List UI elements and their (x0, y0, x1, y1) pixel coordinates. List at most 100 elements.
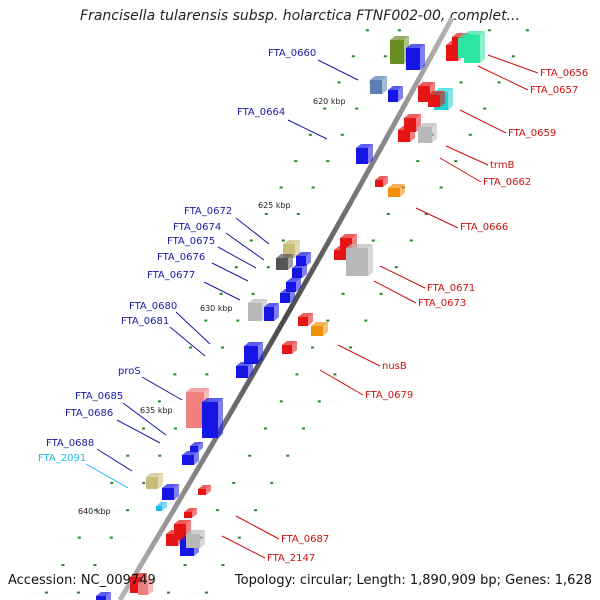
gene-label[interactable]: FTA_0660 (268, 48, 316, 59)
tick-dot (340, 133, 344, 136)
gene-label[interactable]: nusB (382, 361, 407, 372)
leader-line (319, 369, 364, 396)
gene-label[interactable]: FTA_0657 (530, 85, 578, 96)
leader-line (415, 207, 459, 229)
gene-label[interactable]: trmB (490, 160, 515, 171)
gene-label[interactable]: FTA_0672 (184, 206, 232, 217)
tick-dot (279, 186, 283, 189)
gene-label[interactable]: FTA_0666 (460, 222, 508, 233)
tick-dot (45, 591, 48, 594)
gene-block (296, 256, 306, 266)
gene-block-top (248, 299, 267, 303)
gene-block-side (410, 126, 415, 142)
gene-block-side (440, 91, 445, 107)
gene-block-top (162, 484, 179, 488)
tick-dot (219, 292, 223, 295)
leader-line (287, 119, 328, 140)
gene-block (388, 188, 400, 197)
gene-block (198, 489, 206, 495)
gene-block (156, 506, 162, 511)
gene-label[interactable]: FTA_0680 (129, 301, 177, 312)
gene-label[interactable]: FTA_0656 (540, 68, 588, 79)
gene-block-top (356, 144, 373, 148)
gene-block (446, 45, 458, 61)
tick-dot (94, 509, 98, 512)
gene-label[interactable]: FTA_0675 (167, 236, 215, 247)
leader-line (217, 246, 257, 269)
tick-dot (216, 509, 220, 512)
gene-block (244, 346, 258, 364)
gene-block (96, 596, 106, 600)
tick-dot (205, 591, 208, 594)
gene-block-side (382, 76, 387, 94)
genome-backbone (117, 16, 455, 600)
gene-block (184, 512, 192, 518)
gene-block (346, 248, 368, 276)
tick-dot (439, 186, 443, 189)
tick-dot (326, 160, 330, 163)
tick-dot (281, 239, 285, 242)
gene-block-top (174, 520, 191, 524)
gene-block (398, 130, 410, 142)
kbp-label-620: 620 kbp (313, 97, 346, 106)
gene-block-side (162, 502, 167, 511)
gene-block-side (192, 508, 197, 518)
gene-block-side (306, 252, 311, 266)
gene-block-top (182, 451, 199, 455)
gene-block (202, 402, 218, 438)
gene-block (370, 80, 382, 94)
gene-label[interactable]: FTA_0659 (508, 128, 556, 139)
gene-label[interactable]: FTA_0681 (121, 316, 169, 327)
tick-dot (232, 481, 236, 484)
gene-label[interactable]: FTA_0677 (147, 270, 195, 281)
topology-text: Topology: circular; Length: 1,890,909 bp… (234, 573, 592, 588)
gene-block-top (276, 254, 293, 258)
tick-dot (286, 454, 290, 457)
tick-dot (221, 564, 225, 567)
gene-features (96, 31, 485, 600)
gene-block-top (398, 126, 415, 130)
tick-dot (264, 427, 267, 430)
gene-block-side (288, 254, 293, 270)
leader-line (221, 535, 266, 559)
gene-label[interactable]: FTA_0686 (65, 408, 113, 419)
tick-dot (459, 81, 463, 84)
gene-block (311, 326, 323, 336)
gene-label[interactable]: proS (118, 366, 141, 377)
tick-dot (487, 29, 491, 32)
gene-label[interactable]: FTA_2147 (267, 553, 315, 564)
kbp-label-630: 630 kbp (200, 304, 233, 313)
leader-line (225, 232, 265, 261)
gene-block-side (174, 484, 179, 500)
gene-block-side (218, 398, 223, 438)
leader-line (379, 265, 426, 289)
tick-dot (174, 427, 177, 430)
tick-dots (45, 29, 529, 594)
gene-label[interactable]: FTA_0673 (418, 298, 466, 309)
gene-label[interactable]: FTA_0664 (237, 107, 285, 118)
gene-label[interactable]: FTA_0679 (365, 390, 413, 401)
tick-dot (221, 346, 224, 349)
gene-label[interactable]: FTA_0662 (483, 177, 531, 188)
leader-line (235, 515, 280, 540)
leader-line (317, 59, 359, 81)
tick-dot (158, 454, 162, 457)
tick-dot (205, 373, 209, 376)
tick-dot (337, 81, 341, 84)
gene-label[interactable]: FTA_0674 (173, 222, 221, 233)
gene-label[interactable]: FTA_0676 (157, 252, 205, 263)
leader-line (175, 311, 211, 345)
left-gene-labels: FTA_0660 FTA_0664 FTA_0672 FTA_0674 FTA_… (38, 48, 316, 464)
tick-dot (266, 266, 270, 269)
gene-block (298, 317, 308, 326)
gene-block-side (248, 362, 253, 378)
tick-dot (254, 509, 258, 512)
gene-block (280, 293, 290, 303)
tick-dot (424, 213, 428, 215)
gene-label[interactable]: FTA_0671 (427, 283, 475, 294)
gene-label[interactable]: FTA_0687 (281, 534, 329, 545)
gene-label[interactable]: FTA_2091 (38, 453, 86, 464)
gene-label[interactable]: FTA_0685 (75, 391, 123, 402)
gene-label[interactable]: FTA_0688 (46, 438, 94, 449)
